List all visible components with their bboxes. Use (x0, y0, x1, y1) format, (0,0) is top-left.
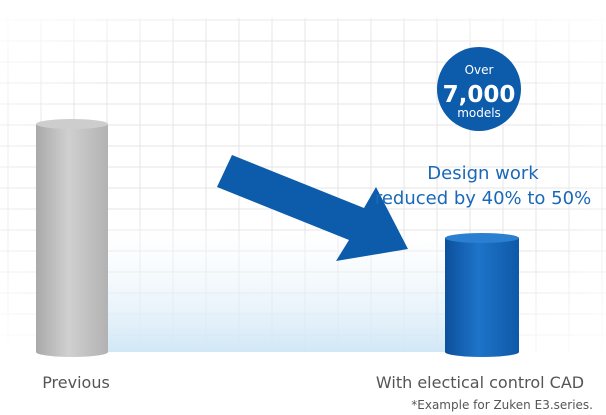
reduction-text-line1: Design work (427, 163, 539, 184)
bar-top-previous (36, 119, 108, 129)
bar-base-previous (36, 347, 108, 357)
bar-previous (36, 119, 108, 357)
badge-line3: models (457, 106, 501, 120)
reduction-arrow (217, 155, 408, 261)
badge-line2: 7,000 (443, 82, 516, 108)
bar-top-after (445, 233, 519, 243)
category-label-previous: Previous (42, 373, 110, 392)
category-label-with-cad: With electical control CAD (376, 373, 584, 392)
models-badge: Over 7,000 models (437, 47, 521, 131)
bar-body-after (445, 238, 519, 352)
bar-body-previous (36, 124, 108, 352)
bar-with-cad (445, 233, 519, 357)
reduction-text-line2: reduced by 40% to 50% (375, 188, 591, 209)
badge-circle (437, 47, 521, 131)
footnote: *Example for Zuken E3.series. (411, 398, 593, 412)
bar-base-after (445, 347, 519, 357)
badge-line1: Over (465, 63, 494, 77)
